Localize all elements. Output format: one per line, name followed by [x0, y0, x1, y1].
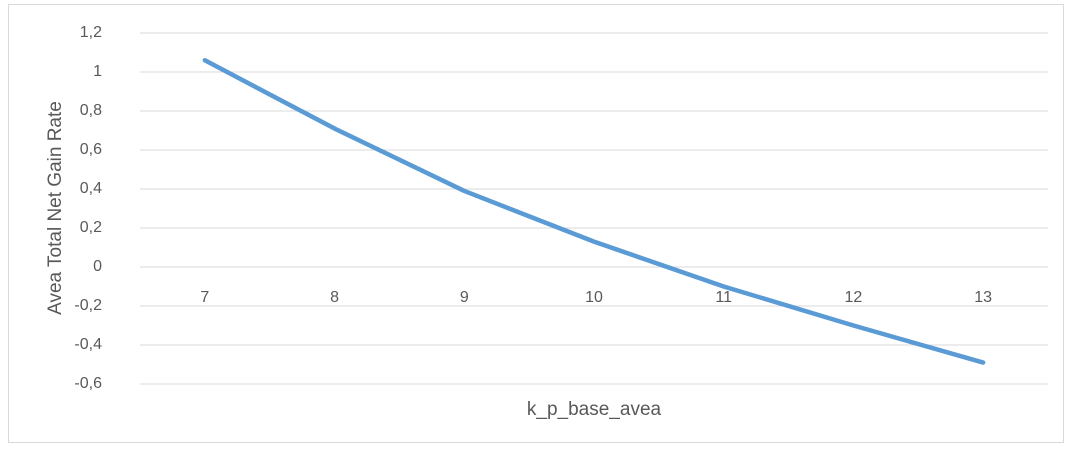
y-tick-label: 0,2 [80, 219, 102, 236]
y-tick-label: -0,4 [74, 336, 102, 353]
x-tick-label: 9 [460, 289, 469, 306]
x-tick-label: 7 [200, 289, 209, 306]
y-tick-label: 1 [93, 63, 102, 80]
x-tick-label: 13 [974, 289, 992, 306]
y-axis-title: Avea Total Net Gain Rate [45, 101, 66, 315]
x-axis-title: k_p_base_avea [527, 399, 662, 420]
y-tick-label: -0,6 [74, 375, 102, 392]
y-tick-label: 0 [93, 258, 102, 275]
y-tick-label: -0,2 [74, 297, 102, 314]
x-tick-label: 12 [845, 289, 863, 306]
x-tick-label: 11 [715, 289, 732, 306]
y-tick-label: 1,2 [80, 24, 102, 41]
y-tick-label: 0,4 [80, 180, 102, 197]
data-line [202, 58, 986, 365]
chart-border [8, 4, 1064, 443]
x-tick-label: 8 [330, 289, 339, 306]
x-tick-label: 10 [585, 289, 603, 306]
y-tick-label: 0,6 [80, 141, 102, 158]
y-tick-label: 0,8 [80, 102, 102, 119]
